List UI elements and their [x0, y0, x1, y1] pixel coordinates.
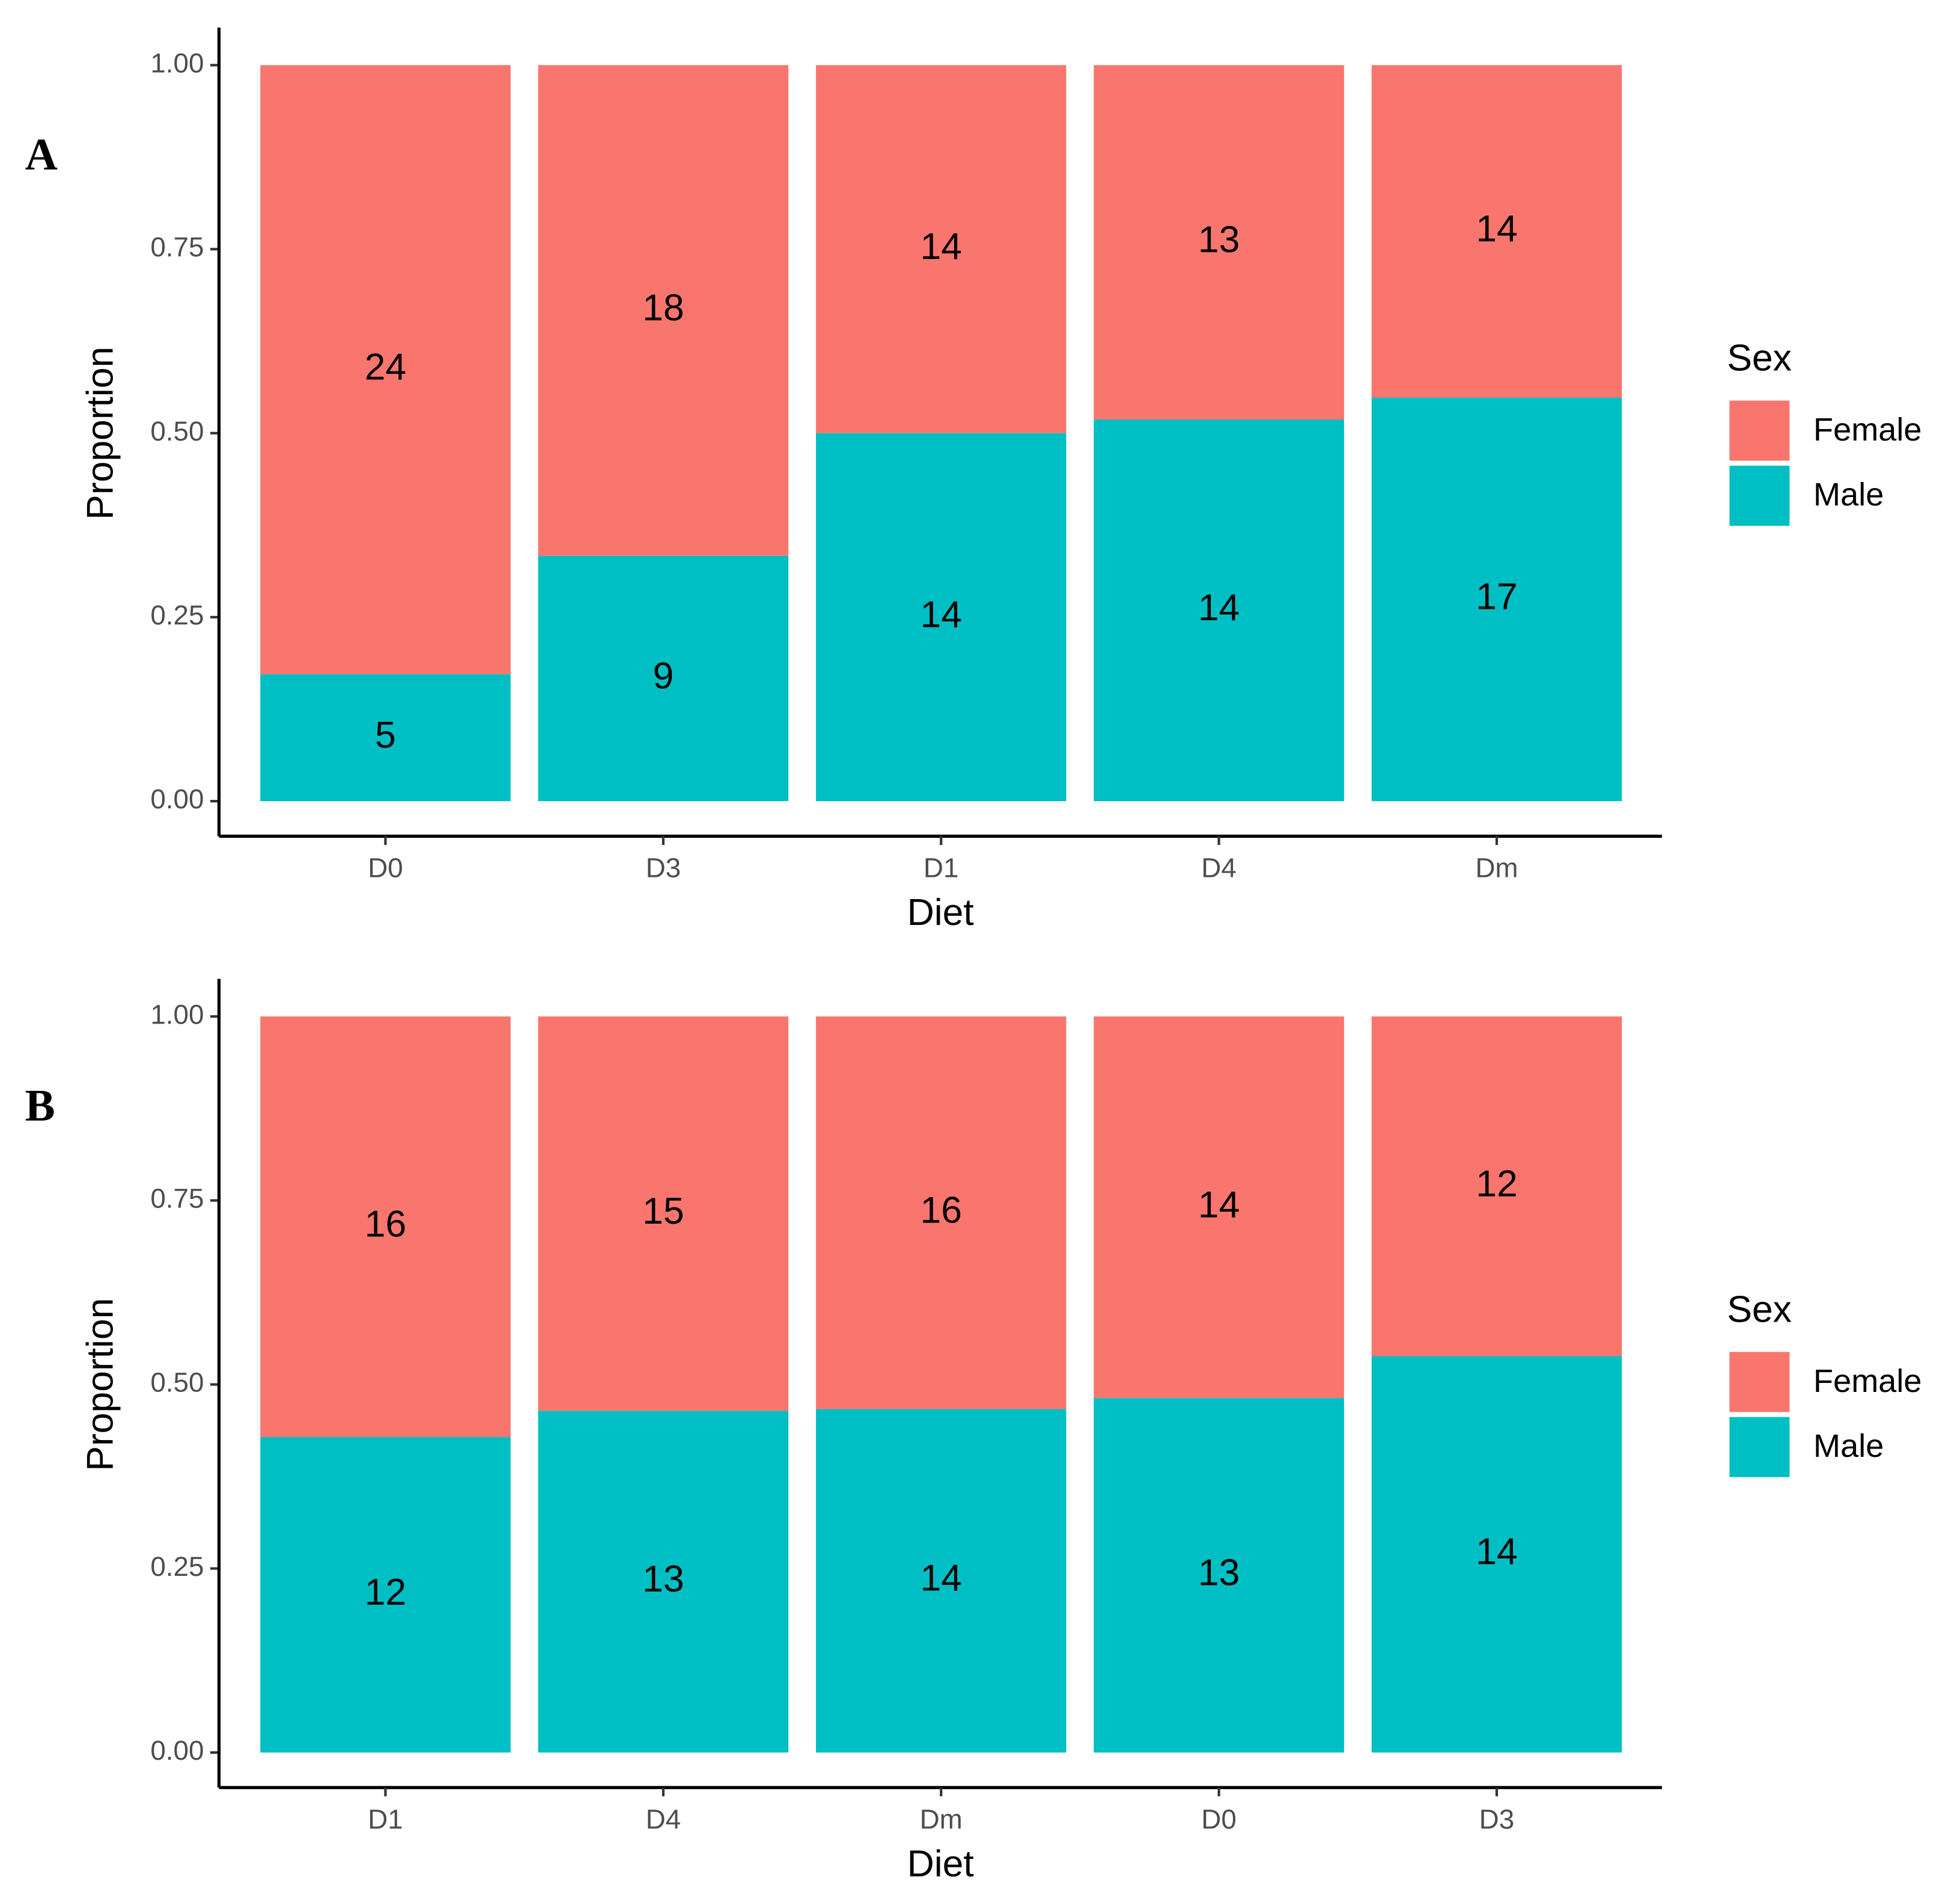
data-label: 24 — [365, 346, 406, 388]
data-label: 16 — [920, 1189, 961, 1231]
x-tick-label: Dm — [920, 1804, 963, 1835]
bar-segment — [1094, 65, 1344, 420]
data-label: 12 — [1476, 1162, 1517, 1204]
bar-segment — [538, 1411, 789, 1753]
data-label: 14 — [1476, 207, 1517, 249]
data-label: 14 — [1476, 1531, 1517, 1573]
legend-label: Female — [1813, 1363, 1922, 1399]
data-label: 16 — [365, 1203, 406, 1245]
bar-segment — [1371, 397, 1622, 802]
data-label: 17 — [1476, 576, 1517, 618]
y-tick-label: 0.75 — [150, 1183, 204, 1214]
bar-segment — [260, 1437, 511, 1753]
legend-title: Sex — [1727, 1288, 1792, 1330]
y-tick-label: 0.25 — [150, 1551, 204, 1582]
legend-key — [1729, 1417, 1790, 1477]
bar-segment — [538, 1016, 789, 1411]
x-tick-label: Dm — [1475, 853, 1518, 883]
x-tick-label: D1 — [368, 1804, 403, 1835]
x-tick-label: D3 — [646, 853, 681, 883]
data-label: 12 — [365, 1571, 406, 1613]
x-tick-label: D4 — [646, 1804, 681, 1835]
data-label: 14 — [1198, 1183, 1240, 1225]
bar-segment — [1094, 1398, 1344, 1753]
y-tick-label: 0.75 — [150, 232, 204, 263]
y-tick-label: 0.50 — [150, 1367, 204, 1398]
data-label: 14 — [920, 225, 961, 267]
bar-segment — [1371, 1356, 1622, 1753]
x-tick-label: D4 — [1201, 853, 1237, 883]
data-label: 18 — [642, 287, 684, 329]
bar-segment — [260, 65, 511, 674]
data-label: 15 — [642, 1190, 684, 1232]
panel-label: B — [25, 1081, 55, 1131]
legend-key — [1729, 400, 1790, 461]
bar-segment — [815, 1016, 1067, 1409]
y-axis-title: Proportion — [79, 347, 121, 520]
x-tick-label: D3 — [1479, 1804, 1515, 1835]
data-label: 14 — [920, 1557, 961, 1599]
x-axis-title: Diet — [907, 891, 974, 933]
bar-segment — [815, 65, 1067, 433]
data-label: 5 — [375, 714, 396, 756]
bar-segment — [538, 65, 789, 556]
legend-key — [1729, 1352, 1790, 1412]
bar-segment — [1371, 65, 1622, 398]
bar-segment — [538, 555, 789, 802]
x-tick-label: D0 — [368, 853, 403, 883]
y-axis-title: Proportion — [79, 1298, 121, 1471]
bar-segment — [815, 433, 1067, 802]
bar-segment — [1094, 420, 1344, 802]
y-tick-label: 1.00 — [150, 999, 204, 1030]
bar-segment — [1371, 1016, 1622, 1356]
data-label: 13 — [1198, 1552, 1240, 1594]
legend-title: Sex — [1727, 337, 1792, 379]
data-label: 14 — [920, 593, 961, 635]
legend-label: Male — [1813, 477, 1884, 513]
legend-label: Male — [1813, 1428, 1884, 1464]
data-label: 13 — [1198, 219, 1240, 261]
bar-segment — [1094, 1016, 1344, 1399]
y-tick-label: 0.50 — [150, 416, 204, 447]
x-tick-label: D0 — [1201, 1804, 1237, 1835]
x-axis-title: Diet — [907, 1843, 974, 1885]
y-tick-label: 1.00 — [150, 47, 204, 78]
y-tick-label: 0.00 — [150, 784, 204, 814]
legend-label: Female — [1813, 412, 1922, 448]
data-label: 9 — [653, 654, 674, 697]
data-label: 14 — [1198, 587, 1240, 629]
data-label: 13 — [642, 1558, 684, 1600]
y-tick-label: 0.25 — [150, 600, 204, 630]
x-tick-label: D1 — [924, 853, 959, 883]
bar-segment — [260, 1016, 511, 1438]
panel-label: A — [25, 130, 58, 180]
bar-segment — [815, 1409, 1067, 1753]
legend-key — [1729, 465, 1790, 526]
y-tick-label: 0.00 — [150, 1735, 204, 1766]
bar-segment — [260, 674, 511, 802]
